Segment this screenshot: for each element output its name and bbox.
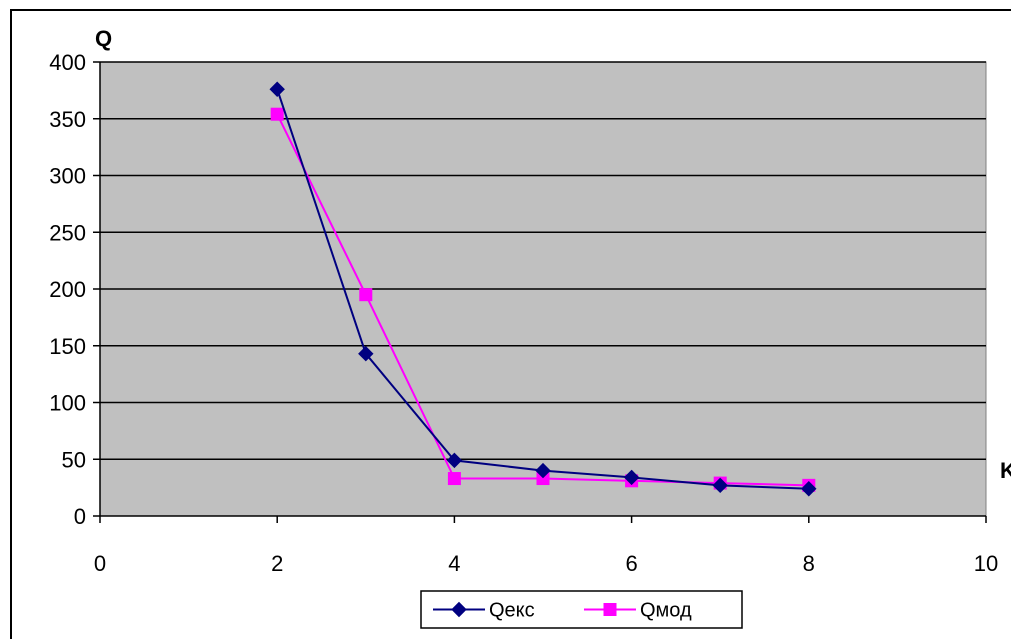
legend-label: Qекс xyxy=(489,600,535,622)
y-tick-label: 400 xyxy=(49,50,86,75)
y-tick-label: 0 xyxy=(74,504,86,529)
y-axis-title: Q xyxy=(95,26,112,51)
data-point xyxy=(801,481,817,497)
legend-items: Qекс Qмод xyxy=(433,600,692,622)
legend: Qекс Qмод xyxy=(420,590,743,629)
data-point xyxy=(447,472,461,486)
grid-lines xyxy=(100,61,986,460)
x-tick-label: 10 xyxy=(974,551,998,576)
y-tick-label: 150 xyxy=(49,334,86,359)
series-layer xyxy=(269,81,817,497)
data-point xyxy=(359,288,373,302)
data-point xyxy=(446,452,463,469)
data-point xyxy=(358,345,374,362)
y-tick-label: 100 xyxy=(49,391,86,416)
x-axis-title: K xyxy=(1000,458,1011,483)
axes xyxy=(93,61,987,523)
data-point xyxy=(623,469,640,486)
series-1 xyxy=(269,81,817,497)
data-point xyxy=(535,462,551,479)
y-tick-label: 250 xyxy=(49,220,86,245)
x-tick-label: 0 xyxy=(94,551,106,576)
x-tick-label: 6 xyxy=(625,551,637,576)
data-point xyxy=(270,107,284,121)
y-tick-label: 300 xyxy=(49,164,86,189)
data-point xyxy=(712,477,728,494)
x-tick-label: 4 xyxy=(448,551,460,576)
x-tick-label: 8 xyxy=(803,551,815,576)
legend-marker xyxy=(451,601,467,618)
legend-item-1: Qекс xyxy=(433,600,535,622)
x-tick-label: 2 xyxy=(271,551,283,576)
y-tick-labels: 0 50 100 150 200 250 300 350 400 xyxy=(49,50,86,529)
legend-marker xyxy=(603,603,617,616)
legend-item-2: Qмод xyxy=(584,600,692,622)
y-tick-label: 350 xyxy=(49,107,86,132)
data-point xyxy=(269,81,285,97)
chart-frame xyxy=(10,9,1011,639)
legend-label: Qмод xyxy=(640,600,692,622)
x-tick-labels: 0 2 4 6 8 10 xyxy=(94,551,998,576)
y-tick-label: 50 xyxy=(62,447,86,472)
y-tick-label: 200 xyxy=(49,277,86,302)
